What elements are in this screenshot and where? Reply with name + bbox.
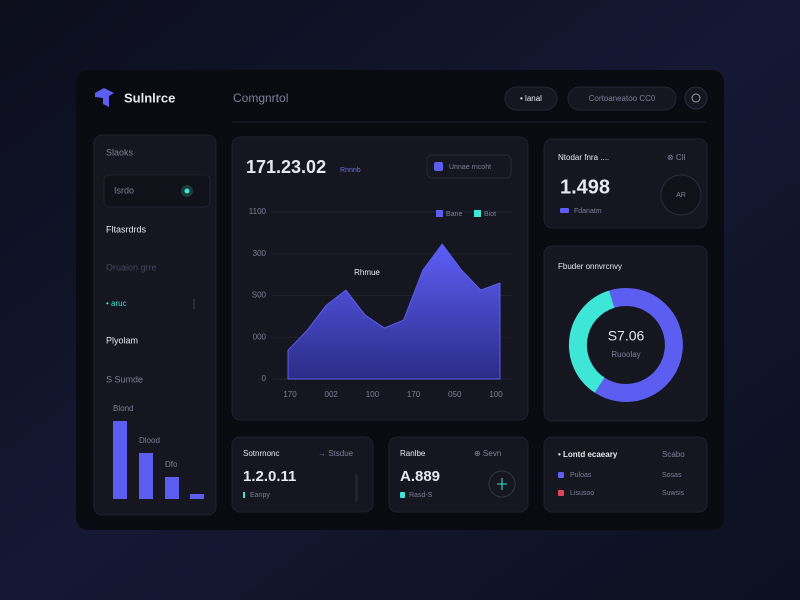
row-name: Puloas — [570, 472, 592, 479]
sidebar-bars: Blond Dlood Dfo — [113, 404, 204, 499]
chart-title: 171.23.02 — [246, 157, 326, 177]
search-pill[interactable] — [567, 86, 677, 111]
chart-subtitle: Rnnnb — [340, 167, 361, 174]
button-label: Unnae rncoht — [449, 164, 491, 171]
metric-value: A.889 — [400, 468, 440, 485]
list-tag: Scabo — [662, 450, 685, 459]
profile-icon — [691, 93, 701, 103]
metric-value: 1.2.0.11 — [243, 468, 296, 485]
brand: Sulnlrce — [124, 90, 175, 105]
donut-center-value: S7.06 — [608, 328, 645, 344]
stat-indicator — [560, 208, 569, 213]
metric-tag: ⊕ Sevn — [474, 449, 501, 458]
metric-card — [231, 436, 374, 513]
x-tick-label: 170 — [283, 390, 297, 399]
row-value: Suwsis — [662, 490, 685, 497]
donut-center-label: Ruoolay — [611, 350, 640, 359]
y-tick-label: 0 — [262, 374, 267, 383]
nav-item: Isrdo — [114, 185, 134, 195]
x-tick-label: 050 — [448, 390, 462, 399]
metric-note: Rasd-S — [409, 492, 433, 499]
donut-segment — [594, 288, 683, 402]
x-tick-label: 002 — [325, 390, 339, 399]
pill-label: • lanal — [520, 94, 542, 103]
list-rows: Puloas Sosas Lisusoo Suwsis — [558, 472, 685, 497]
metric-indicator — [243, 492, 245, 498]
stat-title: Ntodar fnra .... — [558, 153, 609, 162]
nav-dot — [184, 188, 190, 194]
y-tick-label: S00 — [252, 291, 267, 300]
sidebar — [93, 134, 217, 516]
metric-action[interactable] — [488, 470, 516, 498]
row-value: Sosas — [662, 472, 682, 479]
legend-label: Bane — [446, 211, 462, 218]
bar — [165, 477, 179, 499]
annotation: Rhmue — [354, 268, 380, 277]
row-name: Lisusoo — [570, 490, 594, 497]
nav-item[interactable]: Oruaion grre — [106, 262, 157, 272]
pill-button[interactable] — [504, 86, 558, 111]
nav-item[interactable]: Slaoks — [106, 147, 134, 157]
list-title: • Lontd ecaeary — [558, 450, 618, 459]
bar — [139, 453, 153, 499]
donut-chart — [568, 288, 683, 402]
legend-swatch — [436, 210, 443, 217]
y-tick-label: 300 — [253, 249, 267, 258]
nav-item[interactable]: S Sumde — [106, 374, 143, 384]
list-card — [543, 436, 708, 513]
x-tick-label: 100 — [366, 390, 380, 399]
metric-title: Sotnrnonc — [243, 449, 279, 458]
donut-segment — [568, 290, 615, 393]
y-tick-label: 1100 — [249, 207, 267, 216]
metric-action-icon — [497, 478, 507, 490]
bar-label: Dfo — [165, 460, 178, 469]
section-title: Comgnrtol — [233, 91, 288, 105]
legend-swatch — [474, 210, 481, 217]
row-dot — [558, 472, 564, 478]
metric-note: Eanpy — [250, 492, 270, 499]
nav-item[interactable]: • aruc — [106, 299, 127, 308]
metric-tag: → Stsdue — [318, 449, 354, 458]
stat-value: 1.498 — [560, 176, 610, 198]
button-icon — [434, 162, 443, 171]
nav-item[interactable]: Plyolam — [106, 335, 138, 345]
area — [287, 243, 501, 380]
y-tick-label: 000 — [253, 332, 267, 341]
chart-button[interactable] — [426, 154, 512, 179]
metric-indicator — [400, 492, 405, 498]
logo — [95, 88, 114, 107]
nav-item[interactable]: Fltasrdrds — [106, 224, 147, 234]
x-tick-label: 170 — [407, 390, 421, 399]
stat-icon — [660, 174, 702, 216]
profile-button[interactable] — [684, 86, 708, 110]
nav-active[interactable] — [103, 174, 211, 208]
row-dot — [558, 490, 564, 496]
metric-scroll — [355, 474, 358, 502]
metric-title: Ranlbe — [400, 449, 426, 458]
bar — [190, 494, 204, 499]
legend-label: Biot — [484, 211, 496, 218]
search-label: Cortoaneatoo CC0 — [589, 94, 656, 103]
x-tick-label: 100 — [489, 390, 503, 399]
bar-label: Dlood — [139, 436, 160, 445]
stat-note: Fdanatm — [574, 208, 602, 215]
bar-label: Blond — [113, 404, 133, 413]
donut-title: Fbuder onnvrcnvy — [558, 262, 622, 271]
stat-tag: ⊗ ClI — [667, 153, 686, 162]
bar — [113, 421, 127, 499]
stat-icon-label: AR — [676, 192, 686, 199]
